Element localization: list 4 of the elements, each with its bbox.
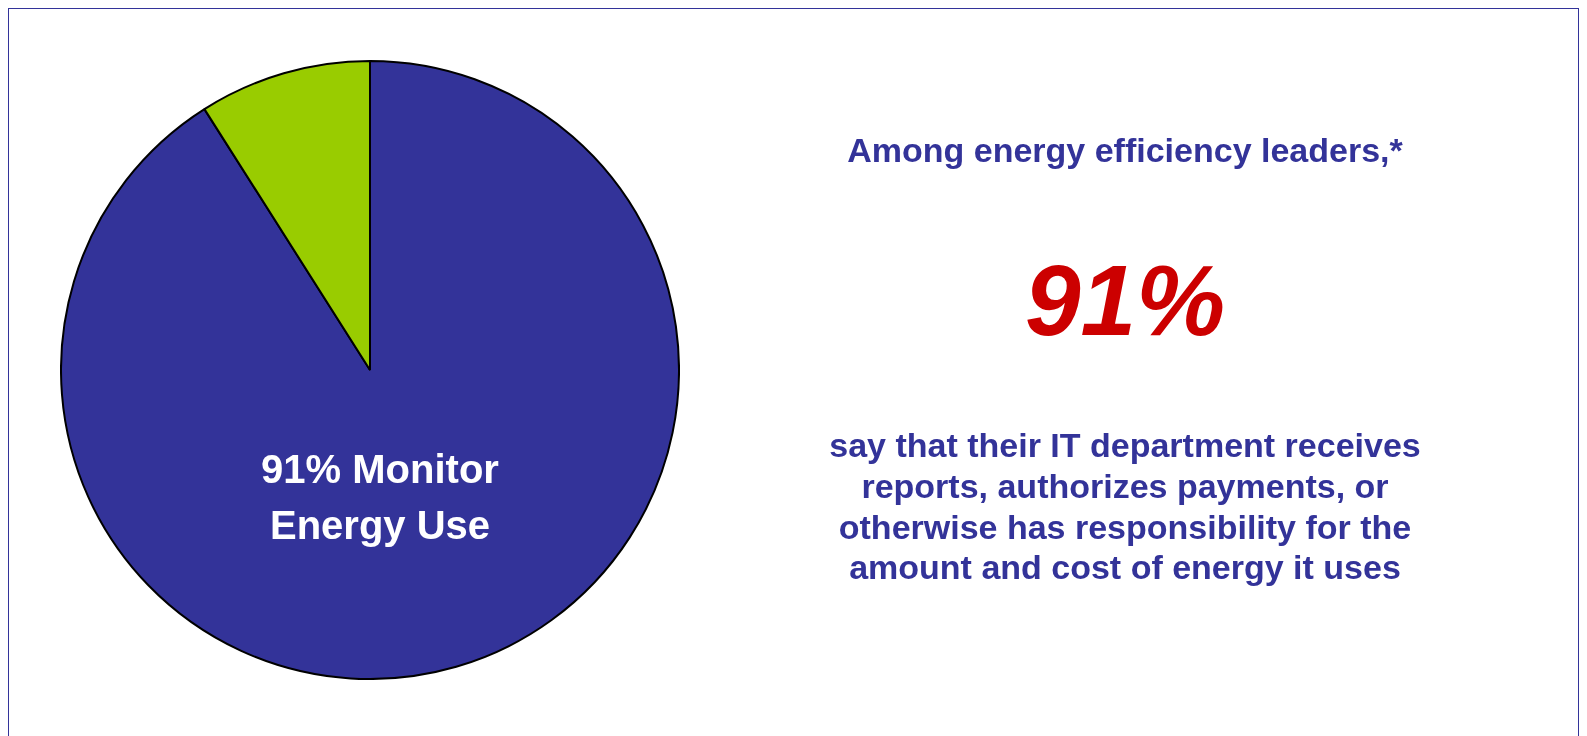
text: say that their IT department receives reports, authorizes payments, or otherwise has responsibility for the amount and cost of energy it uses [828,425,1422,589]
text: 91% [1023,243,1227,358]
slice-label: 91% Monitor Energy Use [261,447,499,548]
text: Among energy efficiency leaders,* [846,130,1404,171]
